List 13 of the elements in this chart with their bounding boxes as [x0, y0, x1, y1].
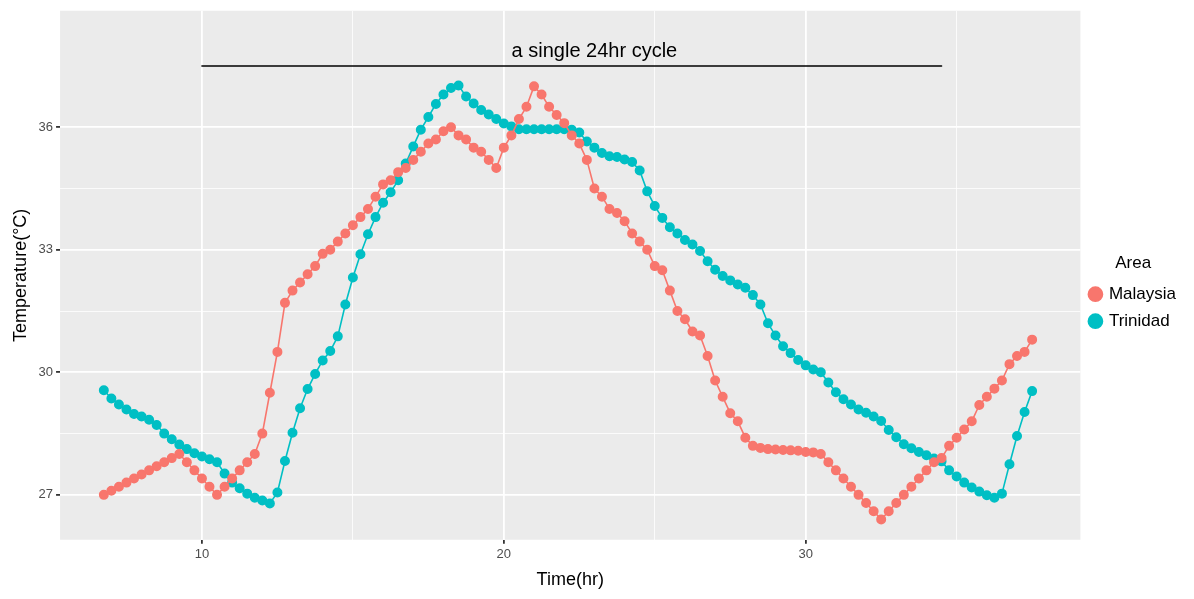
y-tick-label: 27 — [38, 486, 54, 502]
legend-title: Area — [1115, 253, 1152, 273]
y-tick-label: 33 — [38, 241, 54, 257]
y-tick-label: 30 — [38, 363, 54, 379]
x-tick-label: 30 — [798, 546, 813, 562]
legend-label: Trinidad — [1108, 310, 1170, 330]
legend-label: Malaysia — [1108, 283, 1177, 303]
x-axis-title: Time(hr) — [536, 569, 604, 590]
x-tick-label: 10 — [194, 546, 210, 562]
y-tick-label: 36 — [38, 118, 54, 134]
annotation: a single 24hr cycle — [511, 39, 678, 62]
x-tick-label: 20 — [496, 546, 512, 562]
y-axis-title: Temperature(°C) — [9, 208, 30, 342]
